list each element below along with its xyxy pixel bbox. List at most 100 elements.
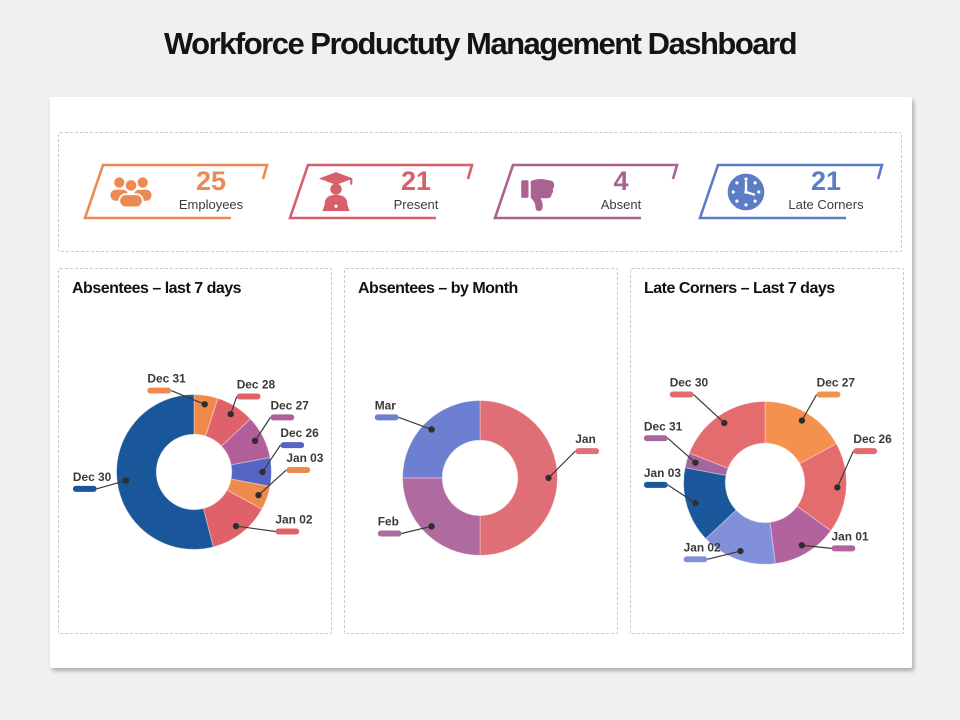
label-swatch: [643, 481, 668, 488]
slice-label: Jan: [575, 432, 596, 446]
donut-chart-late-corners-last-7-days: Dec 27 Dec 26 Jan 01 Jan 02 Jan 03 Dec 31 Dec …: [643, 376, 892, 565]
label-swatch: [275, 528, 300, 535]
slice-label: Dec 30: [73, 470, 112, 484]
leader-dot: [692, 499, 699, 507]
leader-line: [262, 444, 281, 473]
donut-slice-jan: [479, 399, 558, 556]
leader-dot: [798, 542, 806, 549]
slice-label: Dec 30: [670, 376, 709, 390]
leader-dot: [737, 547, 744, 555]
graduate-laptop-icon: [314, 170, 358, 214]
donut-slice-jan-02: [202, 489, 263, 548]
label-swatch: [374, 414, 399, 421]
donut-slice-mar: [402, 399, 481, 479]
kpi-card-late-corners: 21 Late Corners: [696, 161, 886, 223]
leader-line: [836, 450, 854, 488]
donut-slice-dec-28: [205, 397, 252, 447]
slice-label: Feb: [378, 515, 399, 529]
leader-dot: [255, 491, 262, 499]
panel-title: Absentees – last 7 days: [72, 280, 242, 297]
kpi-label: Absent: [600, 197, 642, 212]
kpi-value: 25: [195, 166, 227, 196]
kpi-label: Employees: [178, 197, 244, 212]
clock-icon: [724, 170, 768, 214]
label-swatch: [147, 387, 172, 394]
leader-dot: [721, 419, 728, 427]
leader-line: [254, 417, 271, 442]
label-swatch: [831, 545, 856, 552]
leader-line: [707, 550, 741, 560]
donut-slice-dec-27: [764, 400, 838, 465]
kpi-value: 21: [400, 166, 432, 196]
leader-line: [398, 416, 432, 431]
thumbs-down-icon: [519, 170, 563, 214]
leader-dot: [201, 401, 208, 408]
leader-line: [96, 479, 127, 490]
label-swatch: [236, 393, 261, 400]
leader-dot: [122, 477, 130, 484]
kpi-frame: [83, 163, 269, 220]
label-swatch: [669, 391, 694, 398]
slice-label: Jan 03: [286, 451, 323, 465]
donut-slice-dec-26: [230, 456, 272, 488]
donut-slice-dec-30: [116, 394, 214, 550]
donut-slice-dec-30: [688, 400, 766, 469]
label-swatch: [72, 485, 97, 492]
leader-dot: [692, 459, 699, 466]
label-swatch: [853, 448, 878, 455]
dashboard-card: 25 Employees 21 Present: [50, 97, 912, 668]
panel-absentees-last-7-days: Absentees – last 7 days Dec 31 Dec 28 Dec …: [58, 268, 332, 634]
donut-slice-dec-26: [796, 442, 847, 532]
label-swatch: [816, 391, 841, 398]
page-title: Workforce Productuty Management Dashboar…: [163, 26, 798, 61]
leader-line: [693, 394, 725, 424]
people-icon: [109, 170, 153, 214]
slice-label: Dec 31: [147, 372, 186, 386]
leader-line: [235, 525, 276, 533]
donut-slice-jan-03: [683, 467, 737, 540]
leader-dot: [834, 484, 841, 491]
kpi-card-absent: 4 Absent: [491, 161, 681, 223]
panel-absentees-by-month: Absentees – by Month Jan Feb Mar: [344, 268, 618, 634]
leader-line: [258, 469, 287, 496]
leader-line: [801, 544, 832, 549]
leader-line: [667, 437, 696, 464]
leader-line: [801, 394, 818, 421]
slice-label: Dec 26: [853, 432, 892, 446]
slice-label: Dec 27: [817, 376, 856, 390]
leader-dot: [798, 417, 806, 424]
label-swatch: [575, 448, 600, 455]
kpi-summary-row: 25 Employees 21 Present: [58, 132, 902, 252]
slice-label: Jan 02: [275, 513, 312, 527]
chart-panels: Absentees – last 7 days Dec 31 Dec 28 Dec …: [58, 268, 904, 634]
panel-late-corners-last-7-days: Late Corners – Last 7 days Dec 27 Dec 26 J…: [630, 268, 904, 634]
slice-label: Dec 28: [237, 378, 276, 392]
donut-chart-absentees-by-month: Jan Feb Mar: [374, 398, 600, 556]
slice-label: Dec 27: [270, 398, 309, 412]
slice-label: Jan 02: [684, 540, 721, 554]
label-swatch: [683, 556, 708, 563]
kpi-frame: [493, 163, 679, 220]
donut-slice-jan-02: [704, 509, 776, 565]
slice-label: Jan 01: [832, 529, 869, 543]
label-swatch: [643, 435, 668, 442]
slice-label: Jan 03: [644, 466, 681, 480]
kpi-frame: [288, 163, 474, 220]
label-swatch: [377, 530, 402, 537]
leader-dot: [428, 426, 435, 433]
kpi-card-present: 21 Present: [286, 161, 476, 223]
donut-slice-feb: [402, 477, 481, 556]
leader-line: [170, 390, 205, 405]
kpi-label: Late Corners: [788, 197, 864, 212]
label-swatch: [286, 466, 311, 473]
leader-dot: [428, 523, 435, 530]
kpi-label: Present: [393, 197, 439, 212]
kpi-value: 4: [613, 166, 629, 196]
leader-line: [401, 525, 432, 535]
leader-dot: [545, 474, 552, 482]
leader-line: [667, 484, 696, 504]
leader-dot: [232, 522, 240, 530]
slice-label: Dec 26: [280, 426, 319, 440]
slice-label: Dec 31: [644, 419, 683, 433]
kpi-value: 21: [810, 166, 842, 196]
